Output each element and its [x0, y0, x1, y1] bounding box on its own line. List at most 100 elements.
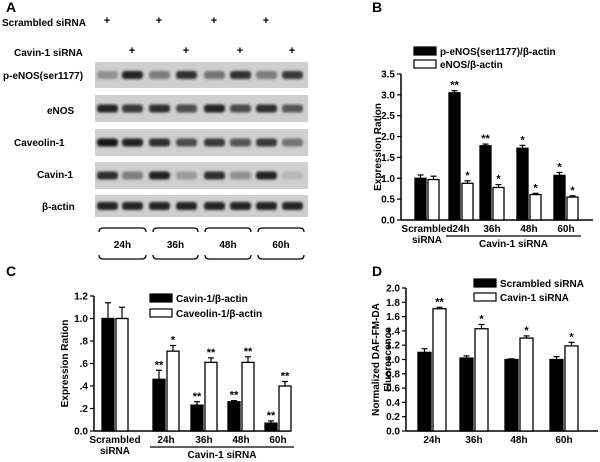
bar — [459, 357, 474, 432]
significance-label: * — [520, 134, 525, 146]
y-tick-label: 0.6 — [386, 384, 400, 395]
blot-band — [256, 138, 277, 147]
y-tick-label: 1.0 — [386, 355, 400, 366]
treatment-mark: + — [183, 45, 189, 57]
blot-background — [95, 195, 308, 217]
y-axis-title-line: Fluorescence — [383, 327, 394, 392]
bar — [204, 361, 218, 432]
y-tick-label: 0.8 — [386, 369, 400, 380]
bar — [474, 328, 489, 432]
y-tick-label: 0.4 — [386, 398, 400, 409]
panel-letter-c: C — [6, 263, 16, 279]
legend-label: Cavin-1/β-actin — [176, 294, 248, 305]
y-axis-title: Expression Ration — [60, 320, 71, 408]
blot-label-cavin1: Cavin-1 — [37, 170, 74, 181]
bar — [101, 317, 115, 432]
bar — [414, 177, 427, 221]
y-tick-label: 0.0 — [381, 216, 395, 227]
significance-label: ** — [155, 359, 164, 371]
bracket-bottom — [152, 254, 199, 260]
blot-band — [97, 171, 118, 180]
legend-label: eNOS/β-actin — [440, 60, 503, 71]
chart-b: 0.0 0.5 1.0 1.5 2.0 2.5 3.0 3.5 Expression Ratio… — [373, 46, 593, 250]
bar — [432, 308, 447, 432]
blot-band — [149, 138, 170, 147]
blot-band — [149, 171, 170, 180]
x-tick-label: 60h — [269, 435, 286, 446]
y-tick-label: 0.0 — [74, 427, 88, 438]
bar — [417, 351, 432, 432]
x-tick-label: 48h — [510, 435, 527, 446]
blot-band — [176, 171, 197, 180]
bracket-bottom — [257, 254, 305, 260]
legend-swatch — [413, 59, 437, 69]
blot-band — [176, 104, 197, 113]
legend-label: Cavin-1 siRNA — [500, 293, 569, 304]
significance-label: ** — [435, 296, 444, 308]
bar — [241, 361, 255, 432]
legend-swatch — [149, 293, 173, 303]
y-tick-label: 1.4 — [386, 326, 400, 337]
x-tick-label: 36h — [195, 435, 212, 446]
blot-band — [149, 202, 170, 210]
y-axis-title: Expression Ration — [373, 103, 384, 191]
x-tick-label: 36h — [483, 224, 500, 235]
significance-label: * — [533, 182, 538, 194]
x-tick-label: 48h — [232, 435, 249, 446]
y-tick-label: 1.6 — [386, 312, 400, 323]
panel-letter-d: D — [372, 263, 382, 279]
timepoint-brackets: 24h 36h 48h 60h — [98, 227, 305, 260]
x-group-label: Cavin-1 siRNA — [479, 239, 548, 250]
significance-label: * — [171, 335, 176, 347]
blot-band — [122, 104, 143, 113]
panel-letter-b: B — [372, 0, 382, 15]
blot-label-p-enos: p-eNOS(ser1177) — [3, 71, 83, 82]
blot-strip — [95, 195, 308, 217]
y-tick-label: 3.5 — [381, 70, 395, 81]
blot-bands — [97, 71, 303, 79]
bar — [479, 145, 492, 221]
bar — [516, 147, 529, 221]
significance-label: * — [569, 331, 574, 343]
treatment-mark: + — [104, 15, 110, 27]
y-tick-label: 1.0 — [74, 314, 88, 325]
y-tick-label: 2.5 — [381, 111, 395, 122]
treatment-mark: + — [237, 45, 243, 57]
y-tick-label: 1.0 — [381, 174, 395, 185]
bracket-top — [98, 227, 147, 233]
blot-strip — [95, 162, 308, 189]
panel-a-western-blot: Scrambled siRNA Cavin-1 siRNA + + + + + + + + … — [2, 15, 308, 260]
blot-band — [149, 104, 170, 113]
blot-band — [204, 71, 225, 79]
bracket-top — [257, 227, 305, 233]
y-tick-label: .4 — [80, 382, 89, 393]
blot-band — [122, 71, 143, 79]
significance-label: * — [479, 313, 484, 325]
blot-band — [282, 171, 303, 180]
x-tick-label: 36h — [465, 435, 482, 446]
y-tick-label: 2.0 — [381, 132, 395, 143]
blot-strips — [95, 62, 308, 217]
treatment-marks-cavin1: + + + + — [129, 45, 295, 57]
blot-band — [97, 71, 118, 79]
y-tick-label: 2.0 — [386, 284, 400, 295]
y-tick-label: .2 — [80, 404, 89, 415]
y-axis-title-line: Normalized DAF-FM-DA — [371, 303, 382, 416]
bracket-bottom — [98, 254, 147, 260]
bar — [115, 317, 129, 432]
x-tick-label: 24h — [452, 224, 469, 235]
blot-band — [230, 138, 251, 147]
blot-band — [256, 71, 277, 79]
chart-d: 0.0 0.2 0.4 0.6 0.8 1.0 1.2 1.4 1.6 1.8 2.0 Normali… — [371, 278, 598, 446]
significance-label: ** — [267, 410, 276, 422]
y-tick-label: .6 — [80, 359, 89, 370]
bar — [190, 404, 204, 432]
blot-strip — [95, 62, 308, 88]
bar — [427, 178, 440, 221]
x-tick-label: siRNA — [412, 235, 442, 246]
blot-bands — [97, 104, 303, 113]
bar — [278, 385, 292, 432]
y-tick-label: 0.0 — [386, 427, 400, 438]
significance-label: * — [524, 325, 529, 337]
bar — [529, 193, 542, 221]
